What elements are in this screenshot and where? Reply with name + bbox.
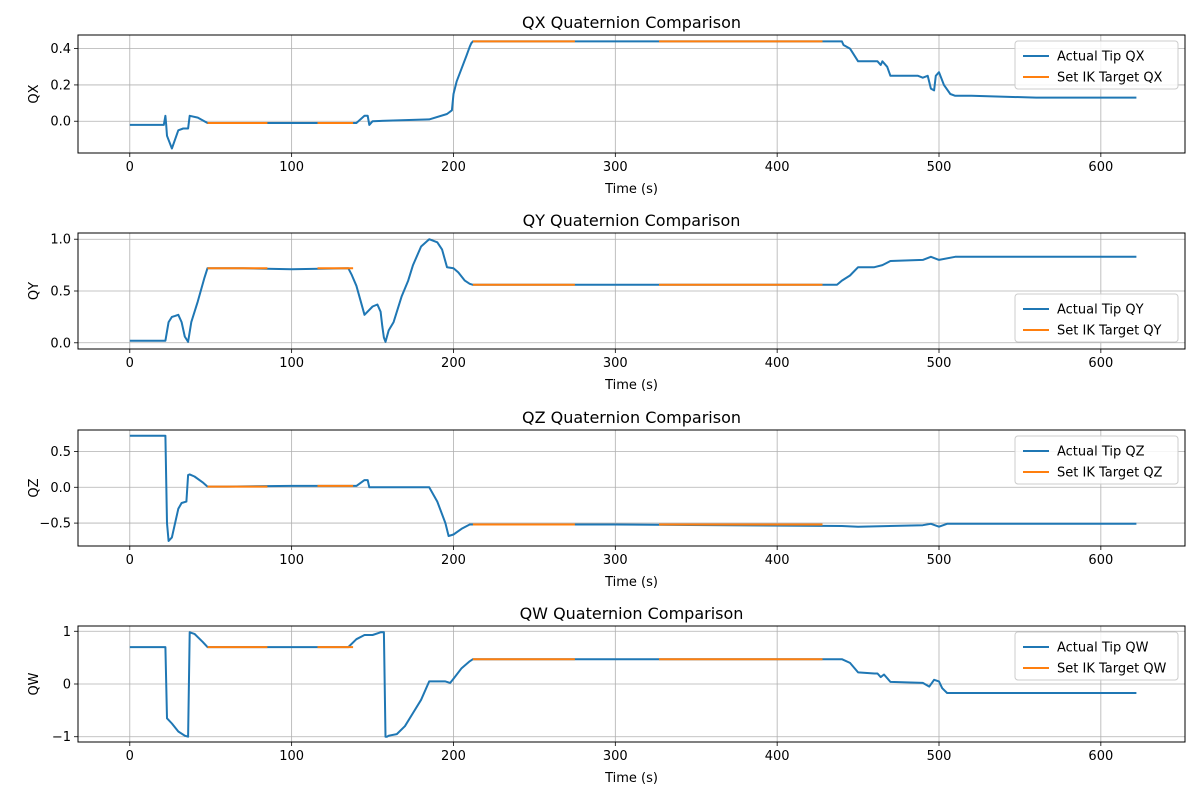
x-axis-label: Time (s) — [604, 182, 658, 197]
x-tick-label: 400 — [765, 356, 790, 371]
x-tick-label: 0 — [126, 749, 134, 764]
y-tick-label: 0.5 — [50, 445, 71, 460]
legend-box — [1014, 40, 1179, 90]
legend-box — [1014, 631, 1179, 681]
y-axis-label: QX — [27, 84, 42, 103]
axes-frame — [77, 429, 1186, 547]
chart-title-qw: QW Quaternion Comparison — [520, 604, 744, 623]
series-line-actual-qy — [129, 238, 1137, 343]
x-tick-label: 300 — [603, 160, 628, 175]
y-tick-label: 0.0 — [50, 115, 71, 130]
legend-label-target: Set IK Target QZ — [1057, 466, 1163, 481]
legend-label-target: Set IK Target QY — [1057, 324, 1162, 339]
legend-box — [1014, 435, 1179, 485]
y-tick-label: −1 — [52, 730, 71, 745]
chart-title-qx: QX Quaternion Comparison — [522, 13, 741, 32]
x-tick-label: 600 — [1088, 749, 1113, 764]
x-tick-label: 200 — [441, 749, 466, 764]
axes-frame — [77, 34, 1186, 154]
y-tick-label: 0.0 — [50, 481, 71, 496]
x-axis-label: Time (s) — [604, 378, 658, 393]
x-tick-label: 100 — [279, 553, 304, 568]
x-tick-label: 0 — [126, 356, 134, 371]
x-tick-label: 500 — [927, 356, 952, 371]
y-tick-label: 0.0 — [50, 336, 71, 351]
series-line-actual-qz — [129, 434, 1137, 542]
chart-title-qz: QZ Quaternion Comparison — [522, 408, 741, 427]
x-tick-label: 400 — [765, 553, 790, 568]
x-tick-label: 300 — [603, 356, 628, 371]
x-tick-label: 600 — [1088, 356, 1113, 371]
x-tick-label: 0 — [126, 160, 134, 175]
legend-qz: Actual Tip QZ Set IK Target QZ — [1014, 435, 1179, 485]
x-tick-label: 400 — [765, 160, 790, 175]
y-axis-label: QZ — [27, 478, 42, 497]
x-tick-label: 200 — [441, 356, 466, 371]
legend-label-target: Set IK Target QW — [1057, 662, 1167, 677]
y-axis-label: QY — [27, 282, 42, 300]
y-axis-label: QW — [27, 672, 42, 695]
y-tick-label: 0.2 — [50, 78, 71, 93]
axes-frame — [77, 625, 1186, 743]
axes-frame — [77, 232, 1186, 350]
legend-label-actual: Actual Tip QW — [1057, 641, 1149, 656]
x-tick-label: 100 — [279, 749, 304, 764]
legend-box — [1014, 293, 1179, 343]
chart-title-qy: QY Quaternion Comparison — [523, 211, 741, 230]
x-tick-label: 200 — [441, 553, 466, 568]
legend-label-actual: Actual Tip QY — [1057, 303, 1144, 318]
x-axis-label: Time (s) — [604, 771, 658, 786]
legend-label-actual: Actual Tip QX — [1057, 50, 1145, 65]
y-tick-label: 0.5 — [50, 285, 71, 300]
x-tick-label: 500 — [927, 160, 952, 175]
x-tick-label: 0 — [126, 553, 134, 568]
series-line-actual-qx — [129, 40, 1137, 150]
x-tick-label: 600 — [1088, 160, 1113, 175]
x-tick-label: 600 — [1088, 553, 1113, 568]
y-tick-label: −0.5 — [39, 517, 71, 532]
chart-qy: QY Quaternion Comparison 0 100 200 300 400 500… — [27, 211, 1186, 393]
legend-label-target: Set IK Target QX — [1057, 71, 1163, 86]
x-tick-label: 100 — [279, 356, 304, 371]
series-line-actual-qw — [129, 631, 1137, 738]
x-tick-label: 500 — [927, 553, 952, 568]
legend-qx: Actual Tip QX Set IK Target QX — [1014, 40, 1179, 90]
legend-label-actual: Actual Tip QZ — [1057, 445, 1145, 460]
x-tick-label: 400 — [765, 749, 790, 764]
x-tick-label: 300 — [603, 553, 628, 568]
y-tick-label: 0.4 — [50, 42, 71, 57]
chart-qx: QX Quaternion Comparison 0 100 200 300 400 500… — [27, 13, 1186, 197]
x-tick-label: 500 — [927, 749, 952, 764]
x-tick-label: 100 — [279, 160, 304, 175]
chart-qw: QW Quaternion Comparison 0 100 200 300 400 500… — [27, 604, 1186, 786]
legend-qw: Actual Tip QW Set IK Target QW — [1014, 631, 1179, 681]
x-tick-label: 300 — [603, 749, 628, 764]
y-tick-label: 1.0 — [50, 233, 71, 248]
chart-qz: QZ Quaternion Comparison 0 100 200 300 400 500… — [27, 408, 1186, 590]
y-tick-label: 1 — [63, 625, 71, 640]
y-tick-label: 0 — [63, 678, 71, 693]
legend-qy: Actual Tip QY Set IK Target QY — [1014, 293, 1179, 343]
x-tick-label: 200 — [441, 160, 466, 175]
x-axis-label: Time (s) — [604, 575, 658, 590]
